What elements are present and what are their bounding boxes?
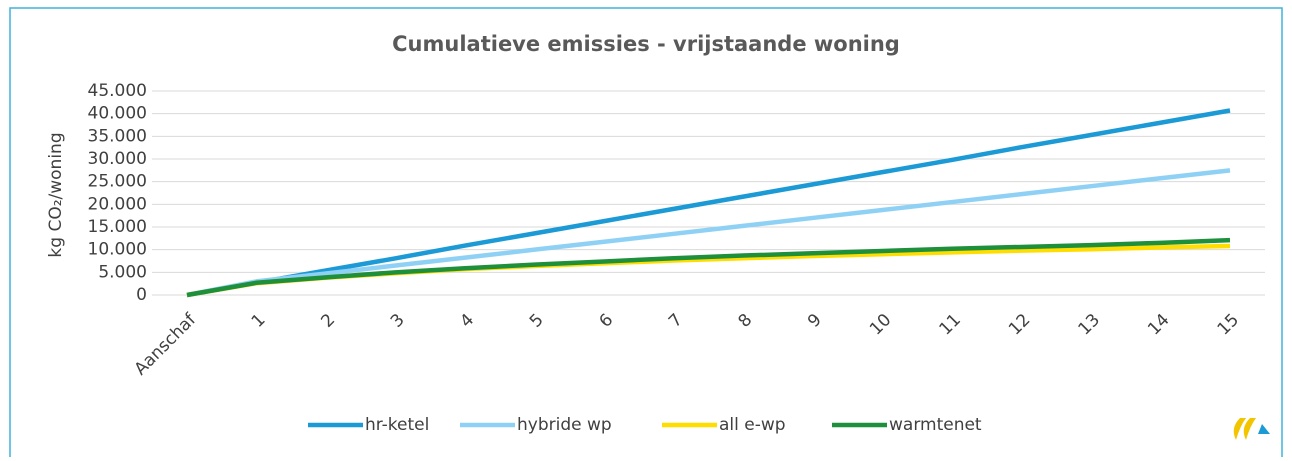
x-tick-label: 2 [317, 310, 339, 332]
legend-label: warmtenet [889, 415, 982, 435]
chart-title: Cumulatieve emissies - vrijstaande wonin… [392, 32, 900, 56]
y-tick-label: 35.000 [88, 126, 147, 146]
y-tick-label: 25.000 [88, 172, 147, 192]
logo-part [1233, 418, 1246, 440]
x-tick-label: 8 [735, 310, 757, 332]
y-tick-label: 30.000 [88, 149, 147, 169]
y-tick-label: 15.000 [88, 217, 147, 237]
series-line [186, 108, 1231, 298]
series-line [186, 237, 1231, 298]
x-tick-label: 14 [1144, 310, 1173, 339]
logo-part [1243, 418, 1256, 440]
x-tick-label: 1 [248, 310, 270, 332]
y-tick-label: 5.000 [98, 262, 147, 282]
logo [1233, 418, 1270, 440]
frame [9, 7, 1283, 461]
y-tick-label: 45.000 [88, 81, 147, 101]
series-line [186, 168, 1231, 298]
legend-label: hr-ketel [365, 415, 429, 435]
y-tick-label: 10.000 [88, 240, 147, 260]
y-tick-label: 20.000 [88, 194, 147, 214]
x-tick-label: 6 [595, 310, 617, 332]
y-axis-label: kg CO₂/woning [46, 132, 66, 257]
x-tick-label: 13 [1075, 310, 1104, 339]
legend-label: all e-wp [719, 415, 786, 435]
x-tick-label: 9 [804, 310, 826, 332]
x-tick-label: 5 [526, 310, 548, 332]
logo-part [1258, 424, 1270, 434]
x-tick-label: 3 [387, 310, 409, 332]
x-tick-label: 4 [456, 310, 478, 332]
x-tick-label: 10 [866, 310, 895, 339]
legend-label: hybride wp [517, 415, 612, 435]
x-tick-label: 15 [1214, 310, 1243, 339]
x-tick-label: 7 [665, 310, 687, 332]
x-tick-label: 11 [935, 310, 964, 339]
y-tick-label: 0 [136, 285, 147, 305]
x-tick-label: 12 [1005, 310, 1034, 339]
x-tick-label: Aanschaf [131, 309, 201, 379]
y-tick-label: 40.000 [88, 104, 147, 124]
